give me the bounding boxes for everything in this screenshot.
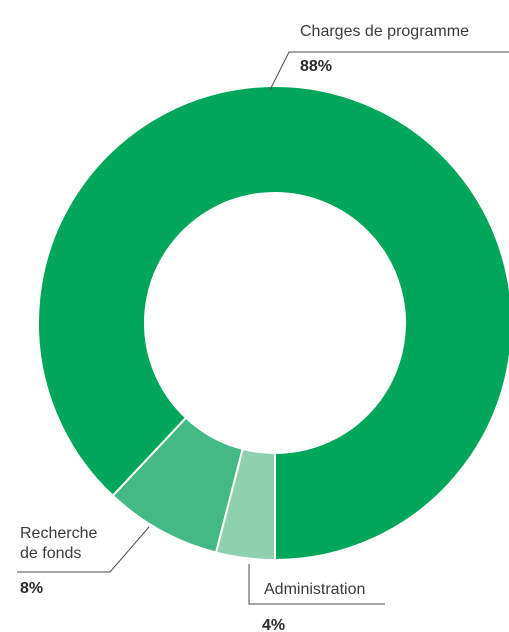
leader-line-recherche bbox=[17, 526, 150, 573]
slices-layer bbox=[37, 85, 509, 562]
slice-administration bbox=[214, 447, 276, 562]
slice-value-programme: 88% bbox=[300, 58, 332, 75]
slice-label-administration: Administration bbox=[264, 581, 365, 598]
slice-value-administration: 4% bbox=[262, 617, 285, 632]
leader-line-administration bbox=[248, 564, 385, 605]
leader-line-programme bbox=[269, 51, 509, 91]
slice-label-programme: Charges de programme bbox=[300, 23, 469, 40]
slice-programme bbox=[37, 85, 509, 562]
slice-label-recherche: Recherche de fonds bbox=[20, 525, 102, 562]
slice-value-recherche: 8% bbox=[20, 580, 43, 597]
